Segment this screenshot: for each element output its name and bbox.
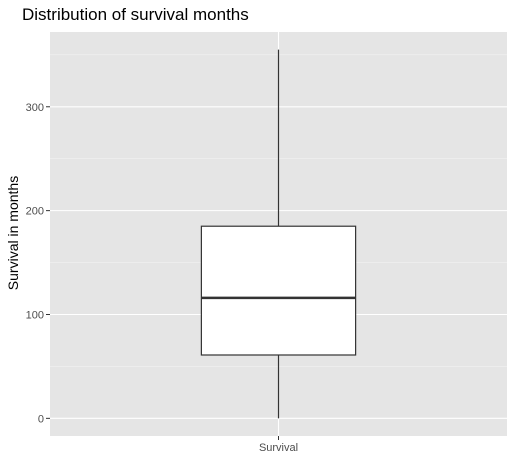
y-tick-label: 0 — [38, 413, 44, 425]
box-iqr — [200, 225, 357, 356]
x-tick-label: Survival — [259, 442, 298, 454]
y-tick-label: 200 — [26, 206, 44, 218]
y-tick-label: 300 — [26, 102, 44, 114]
y-axis-title: Survival in months — [5, 176, 21, 290]
chart-title: Distribution of survival months — [22, 5, 249, 24]
x-axis: Survival — [259, 436, 298, 454]
box-layer — [200, 49, 357, 419]
y-axis: 0 100 200 300 — [26, 102, 50, 425]
y-tick-label: 100 — [26, 309, 44, 321]
